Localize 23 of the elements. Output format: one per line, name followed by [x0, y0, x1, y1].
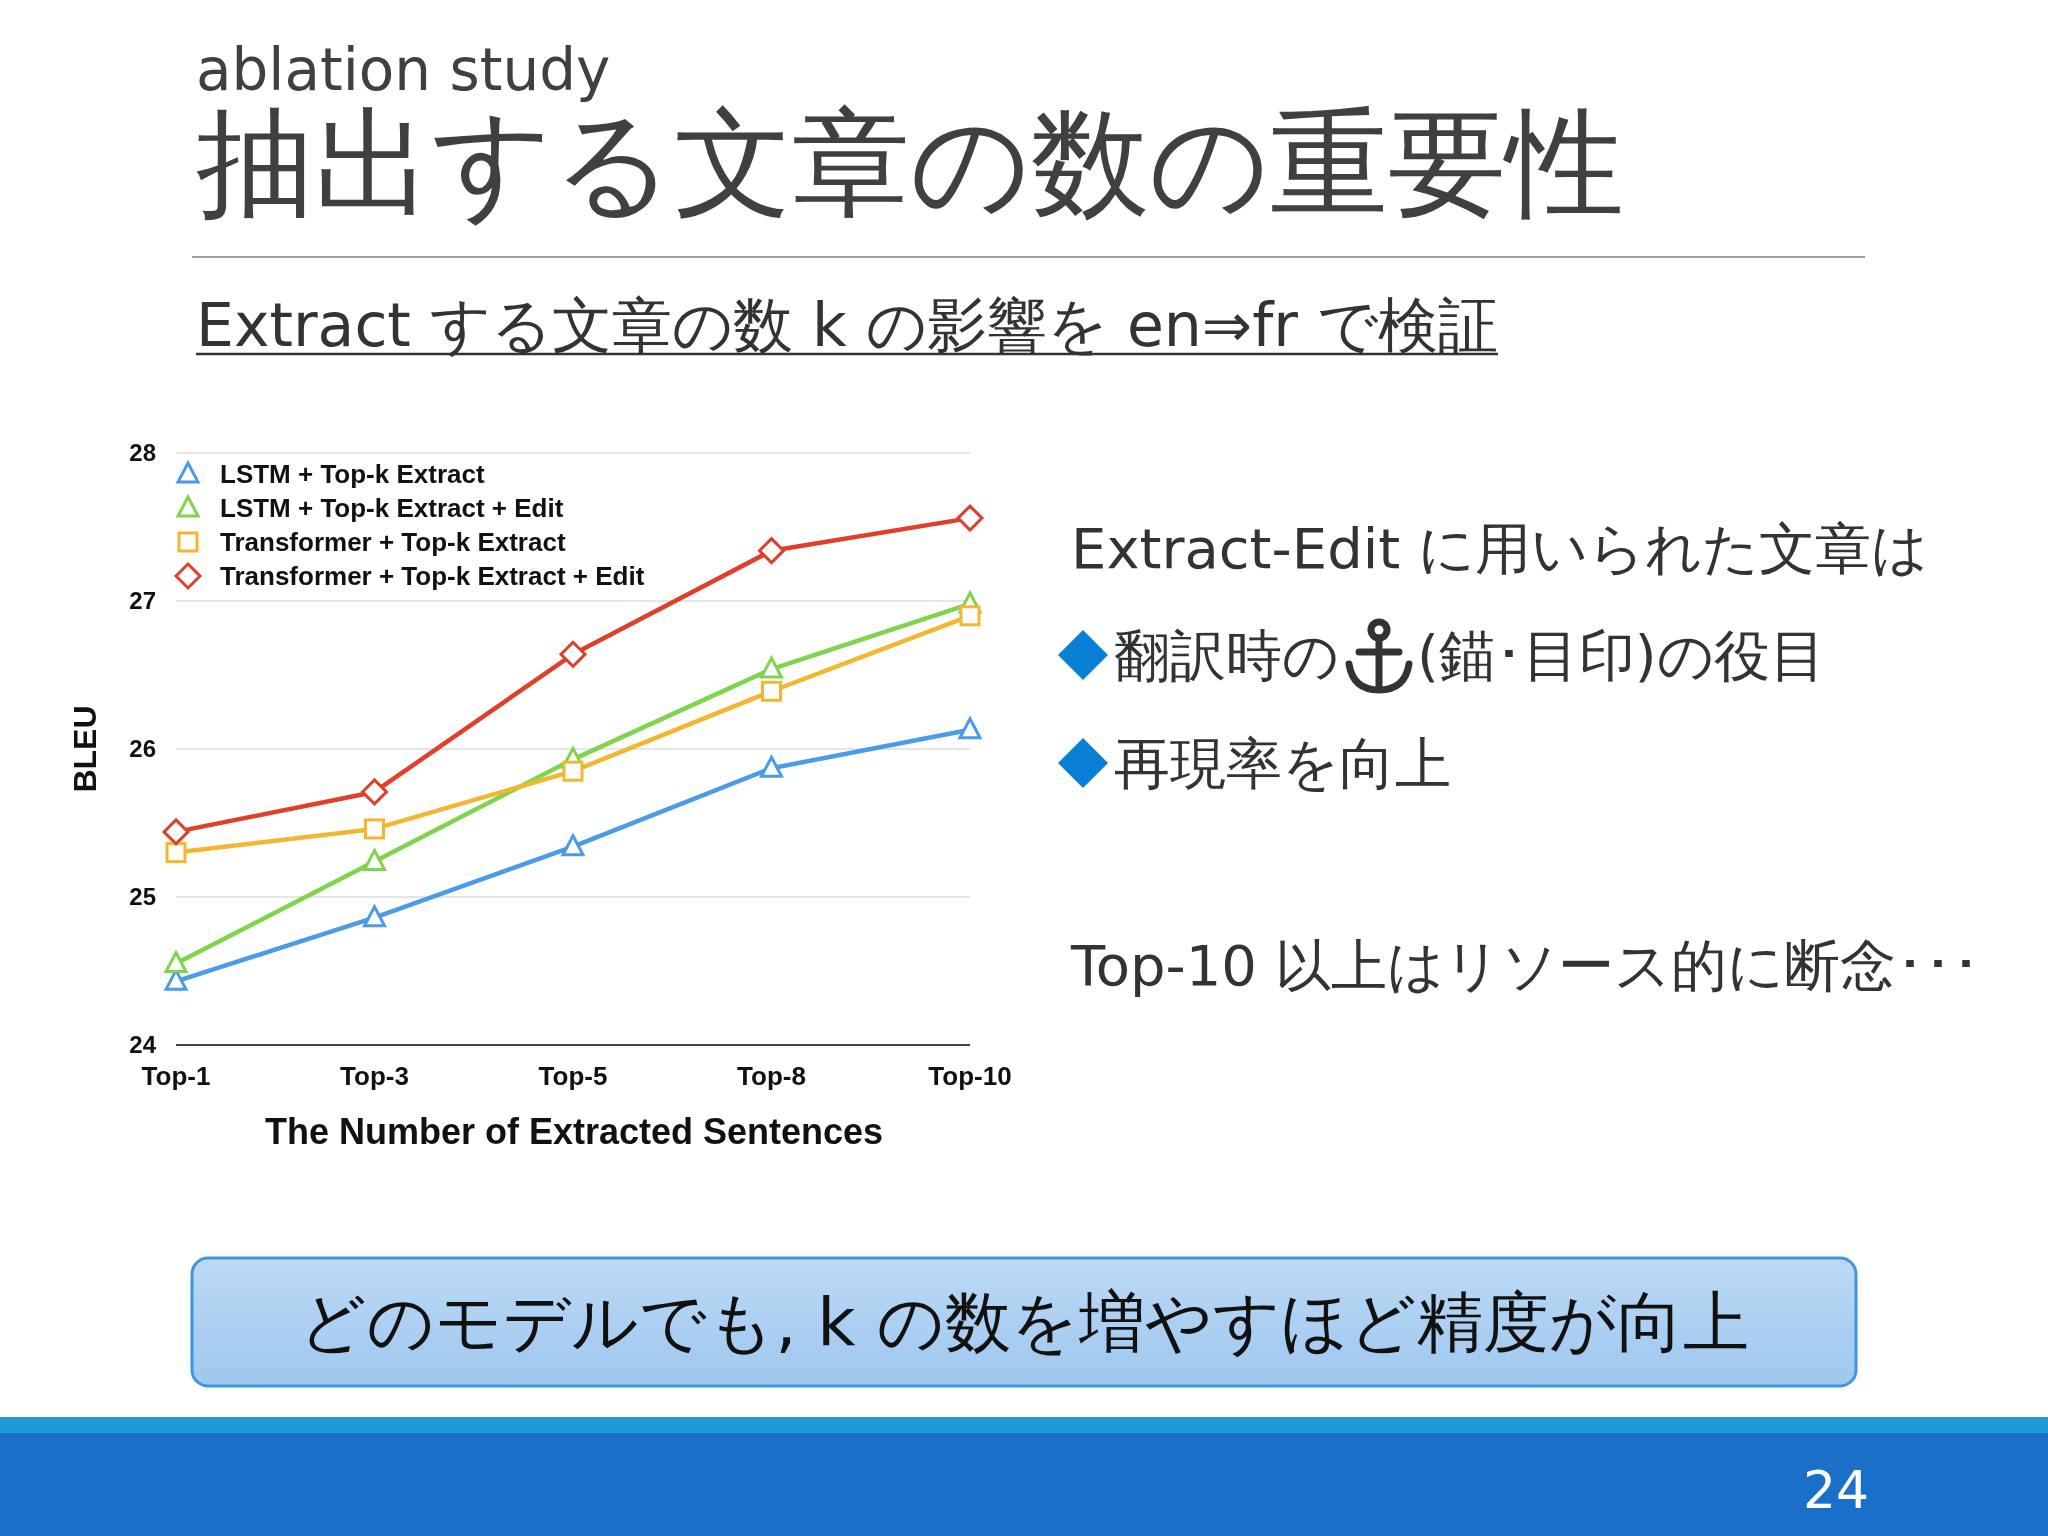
legend-label: Transformer + Top-k Extract + Edit	[220, 561, 645, 591]
text: 24	[1802, 1460, 1870, 1520]
x-axis-title: The Number of Extracted Sentences	[264, 1111, 884, 1152]
text: 翻訳時の	[1114, 623, 1339, 688]
y-tick-label: 26	[129, 735, 156, 762]
x-tick-label: Top-5	[538, 1061, 608, 1091]
text: 再現率を向上	[1114, 731, 1451, 796]
x-tick-label: Top-8	[737, 1061, 806, 1091]
y-tick-label: 24	[129, 1031, 157, 1058]
legend-label: LSTM + Top-k Extract + Edit	[220, 493, 564, 523]
x-tick-label: Top-1	[141, 1061, 211, 1091]
y-tick-label: 25	[129, 883, 156, 910]
legend-label: LSTM + Top-k Extract	[220, 459, 485, 489]
text: Top-10 以上はリソース的に断念･･･	[1070, 933, 1980, 998]
text: Extract-Edit に用いられた文章は	[1071, 516, 1929, 581]
y-axis-title: BLEU	[67, 705, 103, 793]
y-tick-label: 28	[129, 439, 156, 466]
y-tick-label: 27	[129, 587, 156, 614]
x-tick-label: Top-10	[928, 1061, 1012, 1091]
text: (錨･目印)の役目	[1417, 623, 1826, 688]
x-tick-label: Top-3	[340, 1061, 409, 1091]
legend-label: Transformer + Top-k Extract	[220, 527, 566, 557]
text: どのモデルでも, k の数を増やすほど精度が向上	[299, 1284, 1749, 1361]
